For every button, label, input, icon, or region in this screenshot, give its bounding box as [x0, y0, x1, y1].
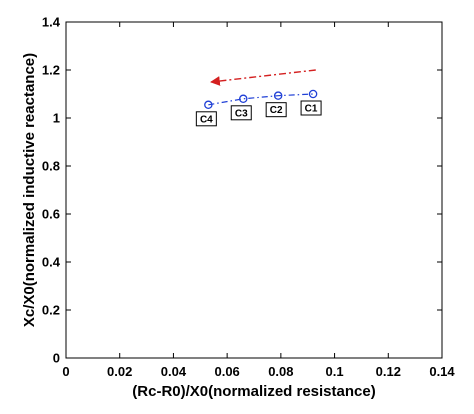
y-tick-label: 1.4: [42, 15, 61, 30]
data-point: [308, 89, 318, 99]
y-tick-label: 0.4: [42, 255, 61, 270]
x-tick-label: 0: [62, 364, 69, 379]
annotation-layer: [210, 69, 316, 86]
point-label-text: C3: [235, 108, 248, 119]
point-label-text: C1: [305, 104, 318, 115]
trend-arrow: [210, 69, 316, 86]
point-label: C2: [265, 102, 287, 118]
point-label-box: [265, 102, 287, 118]
point-label: C4: [195, 111, 217, 127]
y-tick-label: 0.6: [42, 207, 60, 222]
series-layer: C4 C3 C2 C1: [195, 89, 322, 127]
data-point: [273, 91, 283, 100]
data-point: [204, 100, 213, 110]
series-line: [208, 93, 314, 106]
x-tick-label: 0.14: [429, 364, 455, 379]
y-tick-label: 0: [53, 351, 60, 366]
x-axis-ticks: 0 0.02 0.04 0.06 0.08 0.1 0.12 0.14: [62, 22, 455, 379]
point-label-box: [230, 105, 252, 121]
y-tick-label: 0.8: [42, 159, 60, 174]
y-tick-label: 1: [53, 111, 60, 126]
x-tick-label: 0.12: [376, 364, 401, 379]
point-label: C3: [230, 105, 252, 121]
x-tick-label: 0.02: [107, 364, 132, 379]
plot-area: [65, 21, 443, 359]
y-axis-label: Xc/X0(normalized inductive reactance): [21, 53, 38, 327]
point-label: C1: [300, 100, 322, 116]
data-point: [239, 94, 248, 104]
point-label-box: [195, 111, 217, 127]
point-label-box: [300, 100, 322, 116]
y-tick-label: 0.2: [42, 303, 60, 318]
x-tick-label: 0.1: [326, 364, 344, 379]
point-label-text: C4: [200, 114, 213, 125]
y-axis-ticks: 0 0.2 0.4 0.6 0.8 1 1.2 1.4: [42, 15, 442, 366]
y-tick-label: 1.2: [42, 63, 60, 78]
x-tick-label: 0.04: [161, 364, 187, 379]
x-axis-label: (Rc-R0)/X0(normalized resistance): [132, 383, 375, 400]
x-tick-label: 0.06: [214, 364, 239, 379]
x-tick-label: 0.08: [268, 364, 293, 379]
point-label-text: C2: [270, 105, 283, 116]
